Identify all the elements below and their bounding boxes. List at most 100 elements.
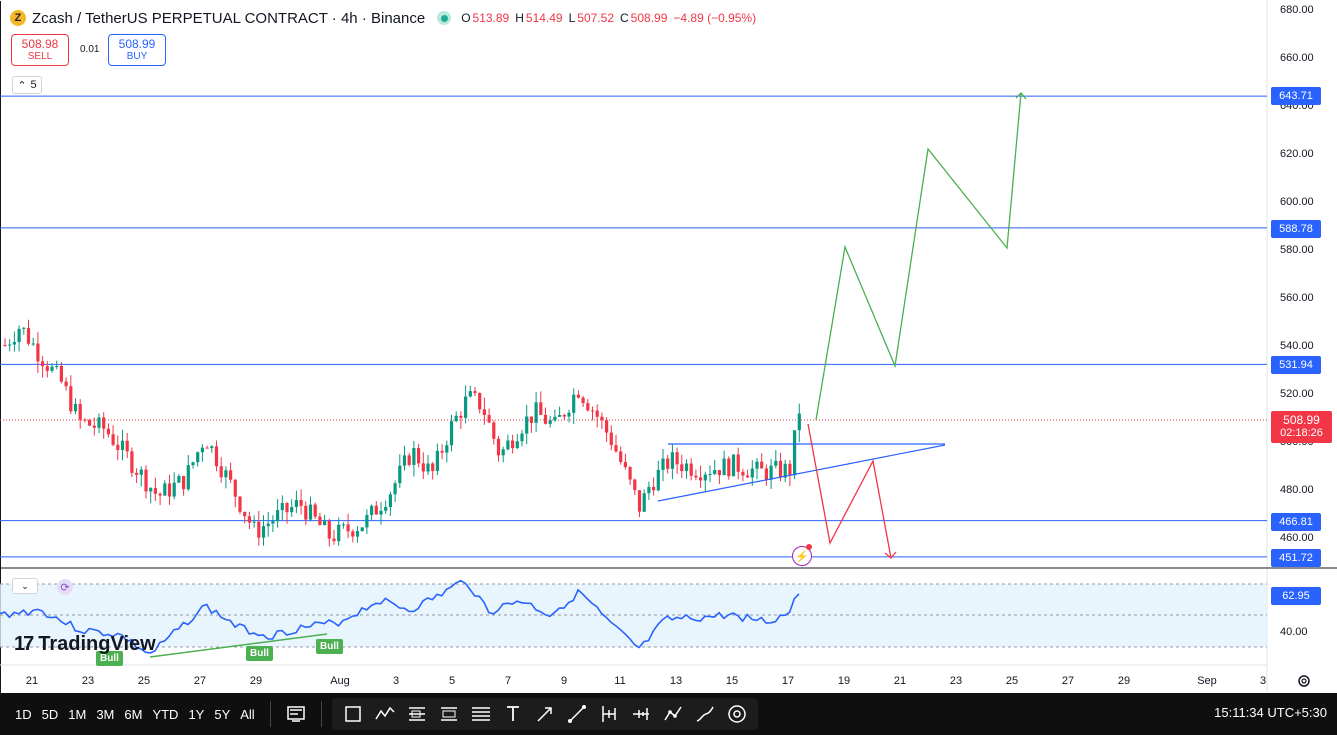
- candle-down: [130, 451, 133, 473]
- candle-down: [539, 402, 542, 415]
- candle-up: [365, 515, 368, 527]
- toolbar-divider: [270, 701, 271, 727]
- high-key: H: [515, 11, 524, 25]
- time-tick-label: 23: [82, 675, 94, 687]
- clock[interactable]: 15:11:34 UTC+5:30: [1214, 705, 1327, 720]
- candle-up: [520, 434, 523, 442]
- time-axis[interactable]: 21 23 25 27 29 Aug 3 5 7 9 11 13 15 17 19 21 23 25 27 29 Sep…: [26, 675, 1266, 687]
- ohlc-values: O 513.89 H 514.49 L 507.52 C 508.99 −4.89 (−…: [461, 11, 760, 25]
- candle-up: [412, 448, 415, 465]
- candle-down: [544, 415, 547, 424]
- price-chart[interactable]: 680.00660.00640.00620.00600.00580.00560.…: [0, 0, 1337, 693]
- drawing-tools[interactable]: [332, 698, 758, 730]
- pattern-icon[interactable]: [626, 699, 656, 729]
- candle-down: [591, 410, 594, 411]
- candle-down: [779, 461, 782, 478]
- candle-down: [459, 416, 462, 418]
- candlesticks: [3, 320, 801, 547]
- projections[interactable]: [808, 93, 1026, 558]
- candle-down: [760, 462, 763, 469]
- candle-down: [112, 434, 115, 444]
- symbol-header[interactable]: Z Zcash / TetherUS PERPETUAL CONTRACT · …: [10, 8, 760, 28]
- timeframe-3m[interactable]: 3M: [91, 707, 119, 722]
- candle-up: [751, 469, 754, 478]
- price-tick-label: 660.00: [1280, 52, 1314, 64]
- tradingview-watermark: 17 TradingView: [14, 633, 156, 656]
- candle-up: [356, 531, 359, 537]
- measure-icon[interactable]: [594, 699, 624, 729]
- text-icon[interactable]: [498, 699, 528, 729]
- rectangle-icon[interactable]: [338, 699, 368, 729]
- arrow-icon[interactable]: [530, 699, 560, 729]
- chevron-down-icon: ⌄: [21, 581, 29, 592]
- long-position-icon[interactable]: [402, 699, 432, 729]
- timeframe-1d[interactable]: 1D: [10, 707, 37, 722]
- toolbar-divider: [321, 701, 322, 727]
- candle-down: [629, 467, 632, 479]
- short-position-icon[interactable]: [434, 699, 464, 729]
- level-tag-588[interactable]: 588.78: [1271, 220, 1321, 238]
- buy-button[interactable]: 508.99 BUY: [108, 34, 166, 66]
- candle-down: [328, 521, 331, 539]
- fib-icon[interactable]: [466, 699, 496, 729]
- timeframe-ytd[interactable]: YTD: [147, 707, 183, 722]
- candle-down: [680, 464, 683, 471]
- candle-up: [224, 470, 227, 477]
- level-tag-643[interactable]: 643.71: [1271, 87, 1321, 105]
- candle-down: [727, 459, 730, 477]
- chart-settings-gear-icon[interactable]: [1294, 671, 1314, 691]
- candle-down: [690, 464, 693, 476]
- candle-up: [661, 459, 664, 470]
- indicators-collapse-button[interactable]: ⌃ 5: [12, 76, 42, 94]
- candle-down: [666, 459, 669, 469]
- projection-icon[interactable]: [658, 699, 688, 729]
- time-tick-label: 21: [26, 675, 38, 687]
- bottom-toolbar[interactable]: 1D 5D 1M 3M 6M YTD 1Y 5Y All 15:11:34 UTC+5:30: [0, 693, 1337, 735]
- timeframe-5y[interactable]: 5Y: [209, 707, 235, 722]
- rsi-settings-icon[interactable]: ⟳: [57, 579, 73, 595]
- candle-down: [229, 470, 232, 480]
- market-status-icon[interactable]: [437, 11, 451, 25]
- current-price-tag: 508.99 02:18:26: [1271, 411, 1332, 443]
- candle-up: [464, 396, 467, 417]
- timeframe-6m[interactable]: 6M: [119, 707, 147, 722]
- bull-divergence-label: Bull: [316, 639, 343, 654]
- candle-up: [469, 391, 472, 396]
- candle-down: [737, 454, 740, 471]
- replay-icon[interactable]: [281, 699, 311, 729]
- bullish-projection-path[interactable]: [816, 93, 1021, 420]
- candle-down: [88, 420, 91, 426]
- brush-icon[interactable]: [690, 699, 720, 729]
- level-tag-466[interactable]: 466.81: [1271, 513, 1321, 531]
- target-icon[interactable]: [722, 699, 752, 729]
- time-tick-label: Sep: [1197, 675, 1217, 687]
- level-tag-451[interactable]: 451.72: [1271, 549, 1321, 567]
- candle-up: [389, 494, 392, 507]
- candle-down: [182, 476, 185, 489]
- timeframe-buttons[interactable]: 1D 5D 1M 3M 6M YTD 1Y 5Y All: [10, 707, 260, 722]
- candle-down: [159, 494, 162, 496]
- rsi-collapse-button[interactable]: ⌄: [12, 578, 38, 594]
- trendline-icon[interactable]: [562, 699, 592, 729]
- candle-down: [83, 420, 86, 421]
- timeframe-5d[interactable]: 5D: [37, 707, 64, 722]
- sell-button[interactable]: 508.98 SELL: [11, 34, 69, 66]
- level-tag-531[interactable]: 531.94: [1271, 356, 1321, 374]
- candle-up: [643, 493, 646, 511]
- candle-up: [342, 524, 345, 525]
- path-icon[interactable]: [370, 699, 400, 729]
- candle-up: [163, 483, 166, 495]
- candle-down: [431, 464, 434, 471]
- symbol-title[interactable]: Zcash / TetherUS PERPETUAL CONTRACT · 4h…: [32, 10, 425, 27]
- candle-down: [69, 386, 72, 411]
- sell-label: SELL: [12, 51, 68, 62]
- timeframe-all[interactable]: All: [235, 707, 259, 722]
- timeframe-1m[interactable]: 1M: [63, 707, 91, 722]
- price-tick-label: 680.00: [1280, 4, 1314, 16]
- timeframe-1y[interactable]: 1Y: [183, 707, 209, 722]
- open-key: O: [461, 11, 470, 25]
- candle-up: [567, 413, 570, 417]
- candle-down: [676, 452, 679, 464]
- buy-price: 508.99: [109, 37, 165, 51]
